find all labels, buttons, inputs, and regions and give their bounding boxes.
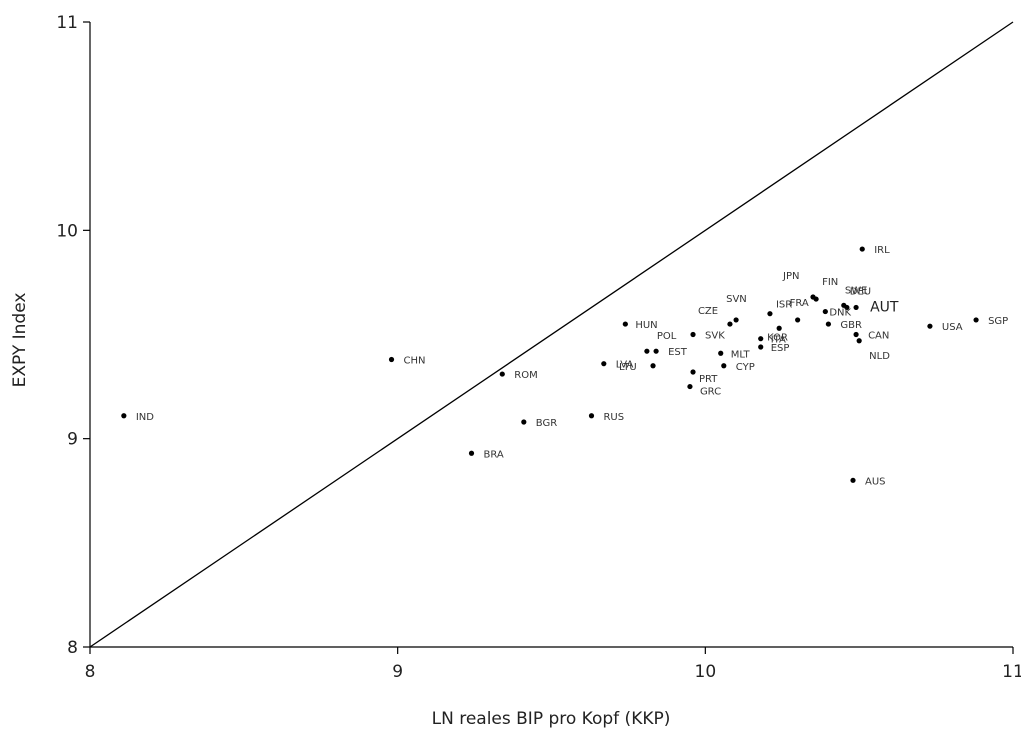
data-label: GRC xyxy=(700,387,721,398)
data-label: FRA xyxy=(790,298,809,309)
y-tick-label: 8 xyxy=(67,638,78,658)
data-point xyxy=(653,348,659,354)
data-point xyxy=(859,246,865,252)
data-point xyxy=(795,317,801,323)
data-label: SWE xyxy=(845,285,868,296)
data-point xyxy=(853,331,859,338)
data-point xyxy=(121,413,127,419)
data-label: HUN xyxy=(635,320,657,331)
data-point xyxy=(718,350,724,356)
data-label: FIN xyxy=(822,277,838,288)
data-points xyxy=(121,246,979,483)
data-point xyxy=(853,304,859,311)
data-label: IND xyxy=(136,412,154,423)
data-point xyxy=(690,331,696,338)
data-label: NLD xyxy=(869,351,890,362)
data-label: AUT xyxy=(870,299,899,315)
data-label: USA xyxy=(942,322,963,333)
data-label: ISR xyxy=(776,300,792,311)
data-label: SVK xyxy=(705,331,725,342)
data-label: ROM xyxy=(514,370,537,381)
data-label: SGP xyxy=(988,316,1008,327)
data-point xyxy=(767,311,773,317)
data-point xyxy=(644,348,650,354)
x-tick-label: 9 xyxy=(392,662,403,682)
y-tick-label: 10 xyxy=(56,221,78,241)
data-label: EST xyxy=(668,347,688,358)
data-point xyxy=(721,363,727,369)
data-label: AUS xyxy=(865,476,886,487)
data-point xyxy=(622,321,628,327)
data-point xyxy=(844,304,850,311)
data-point xyxy=(521,419,527,425)
data-point xyxy=(687,383,693,390)
data-point xyxy=(733,317,739,323)
data-label: CZE xyxy=(698,306,718,317)
data-point xyxy=(825,321,832,327)
data-label: PRT xyxy=(699,374,718,385)
x-tick-label: 11 xyxy=(1002,662,1021,682)
data-label: DNK xyxy=(829,308,851,319)
data-label: LVA xyxy=(616,360,634,371)
data-label: POL xyxy=(657,331,677,342)
data-point xyxy=(727,321,733,327)
data-label: GBR xyxy=(840,320,862,331)
data-label: LTU xyxy=(619,362,637,373)
data-point xyxy=(758,344,764,350)
y-axis-title: EXPY Index xyxy=(10,293,30,388)
x-tick-label: 8 xyxy=(85,662,96,682)
data-point xyxy=(468,450,475,456)
data-label: ESP xyxy=(771,343,790,354)
data-point xyxy=(690,369,696,375)
data-label: CHN xyxy=(404,356,426,367)
data-point xyxy=(650,363,656,369)
data-point xyxy=(388,356,395,363)
data-label: DEU xyxy=(850,286,871,297)
data-point xyxy=(758,336,764,342)
data-label: MLT xyxy=(731,349,751,360)
data-label: IRL xyxy=(874,245,890,256)
y-tick-label: 11 xyxy=(56,13,78,33)
data-label: JPN xyxy=(782,271,799,282)
plot-area xyxy=(89,21,1014,648)
data-point xyxy=(776,325,782,331)
data-point xyxy=(973,317,979,323)
data-label: CYP xyxy=(736,362,755,373)
data-label: BRA xyxy=(484,449,504,460)
data-point xyxy=(850,477,856,483)
data-label: CAN xyxy=(868,331,889,342)
reference-line-45deg xyxy=(89,21,1014,648)
data-point xyxy=(601,361,607,367)
x-axis-title: LN reales BIP pro Kopf (KKP) xyxy=(432,709,671,729)
data-label: SVN xyxy=(726,294,747,305)
data-point xyxy=(499,371,505,377)
data-point xyxy=(822,308,828,315)
data-point xyxy=(813,296,819,302)
y-tick-label: 9 xyxy=(67,430,78,450)
data-point xyxy=(856,338,862,344)
axes: 8 9 10 11 8 9 10 11 xyxy=(56,13,1021,682)
data-point xyxy=(927,323,933,329)
data-label: ITA xyxy=(771,335,786,346)
data-label: RUS xyxy=(603,412,624,423)
x-tick-label: 10 xyxy=(695,662,717,682)
data-label: KOR xyxy=(767,332,788,343)
data-point xyxy=(588,413,595,419)
data-label: BGR xyxy=(536,418,557,429)
